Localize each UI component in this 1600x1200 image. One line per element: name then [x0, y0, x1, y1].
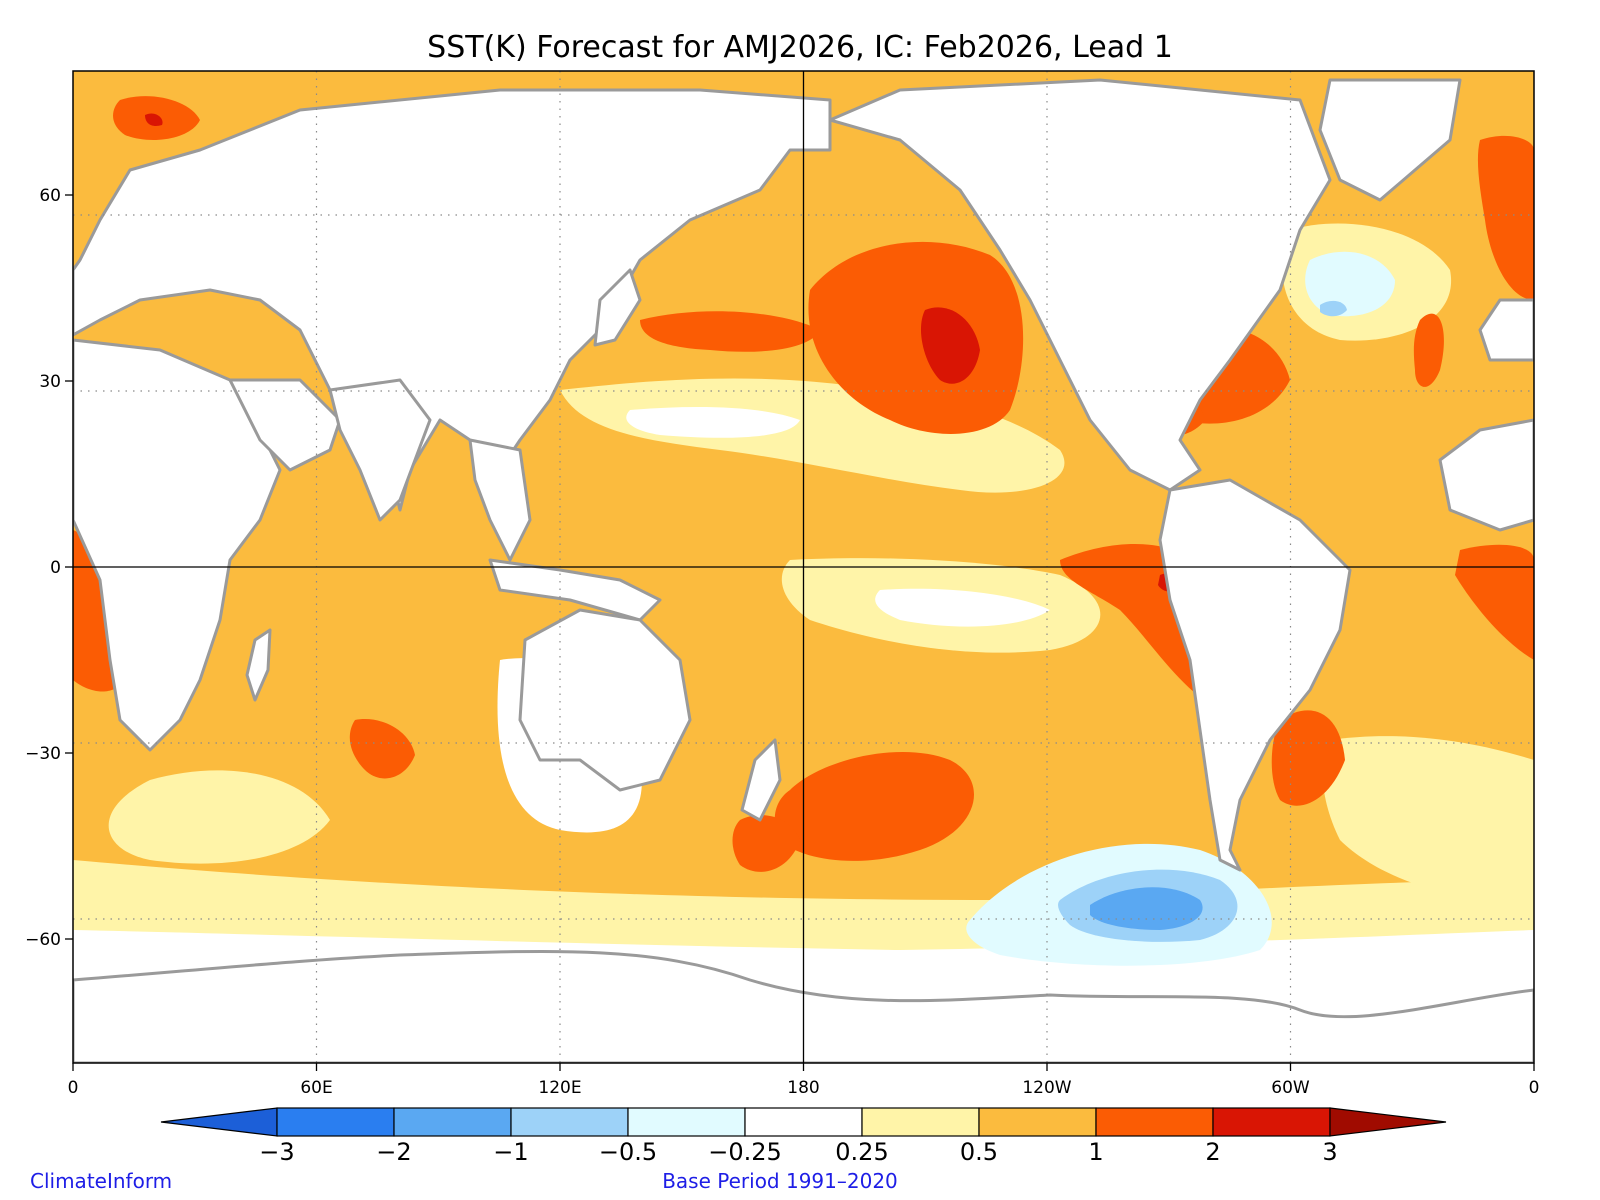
anomaly-north-atlantic-cold-core [1320, 300, 1347, 317]
y-tick-label: 60 [39, 186, 61, 206]
y-axis: 60 30 0 −30 −60 [25, 186, 73, 950]
anomaly-north-atlantic-cold-outer [1305, 251, 1395, 317]
anomaly-tropical-east-atlantic-warm [1455, 544, 1534, 660]
colorbar: −3 −2 −1 −0.5 −0.25 0.25 0.5 1 2 3 [160, 1107, 1447, 1166]
x-tick-label: 120E [538, 1078, 581, 1098]
anomaly-new-zealand-warm [732, 815, 800, 872]
colorbar-arrow-low [160, 1107, 278, 1137]
x-tick-label: 180 [787, 1078, 819, 1098]
colorbar-label: 1 [1088, 1138, 1103, 1166]
y-tick-label: −60 [25, 930, 61, 950]
colorbar-label: 0.5 [960, 1138, 998, 1166]
colorbar-label: −0.5 [599, 1138, 657, 1166]
y-tick-label: 0 [50, 558, 61, 578]
anomaly-south-indian-warm [349, 719, 415, 779]
anomaly-southern-ocean-cold-core [1090, 887, 1203, 930]
x-tick-label: 120W [1022, 1078, 1071, 1098]
x-tick-label: 60W [1271, 1078, 1310, 1098]
colorbar-box [1095, 1107, 1214, 1137]
sst-anomaly-map [72, 70, 1535, 1064]
colorbar-label: −1 [493, 1138, 528, 1166]
anomaly-kuroshio-warm [640, 311, 820, 352]
anomaly-greenland-sea-warm [1477, 135, 1534, 300]
anomaly-mid-atlantic-warm [1413, 313, 1444, 387]
anomaly-band-south-indian-weak [108, 770, 330, 864]
anomaly-band-tropical-pacific-neutral [875, 588, 1050, 627]
anomaly-south-atlantic-warm [1271, 710, 1345, 806]
land-eurasia [73, 88, 832, 512]
colorbar-box [744, 1107, 863, 1137]
land-south-america [1158, 478, 1352, 872]
land-europe-edge [1478, 298, 1534, 362]
anomaly-band-south-atlantic-weak [1322, 736, 1534, 901]
colorbar-label: 2 [1205, 1138, 1220, 1166]
anomaly-barents-core [145, 113, 163, 126]
colorbar-box [1212, 1107, 1331, 1137]
x-tick-label: 60E [300, 1078, 332, 1098]
land-southeast-asia [468, 438, 532, 562]
x-tick-label: 0 [68, 1078, 79, 1098]
y-tick-label: −30 [25, 744, 61, 764]
anomaly-south-pacific-warm-blob [774, 751, 974, 861]
anomaly-band-north-pacific-neutral [626, 407, 800, 438]
colorbar-arrow-high [1329, 1107, 1447, 1137]
anomaly-nw-pacific-core [920, 307, 980, 384]
colorbar-box [978, 1107, 1097, 1137]
colorbar-box [861, 1107, 980, 1137]
colorbar-label: 0.25 [835, 1138, 888, 1166]
colorbar-box [627, 1107, 746, 1137]
colorbar-box [276, 1107, 395, 1137]
colorbar-label: 3 [1322, 1138, 1337, 1166]
land-west-africa-bulge [1438, 418, 1534, 532]
x-tick-label: 0 [1529, 1078, 1540, 1098]
x-axis: 0 60E 120E 180 120W 60W 0 [68, 1063, 1540, 1098]
land-australia [518, 608, 692, 792]
colorbar-box [510, 1107, 629, 1137]
land-masses [73, 78, 1534, 1063]
footer-base-period: Base Period 1991–2020 [662, 1169, 898, 1193]
anomaly-nw-pacific-warm-blob [808, 241, 1024, 434]
footer-credit: ClimateInform [30, 1169, 172, 1193]
land-madagascar [245, 628, 272, 702]
land-north-america [828, 78, 1332, 492]
colorbar-label: −3 [259, 1138, 294, 1166]
y-tick-label: 30 [39, 372, 61, 392]
colorbar-label: −2 [376, 1138, 411, 1166]
land-indonesia [488, 558, 662, 622]
land-japan [593, 268, 642, 347]
land-india [328, 378, 432, 522]
land-greenland [1318, 78, 1462, 202]
map-title: SST(K) Forecast for AMJ2026, IC: Feb2026… [427, 30, 1173, 65]
colorbar-label: −0.25 [708, 1138, 782, 1166]
colorbar-box [393, 1107, 512, 1137]
land-arabia [228, 378, 342, 472]
